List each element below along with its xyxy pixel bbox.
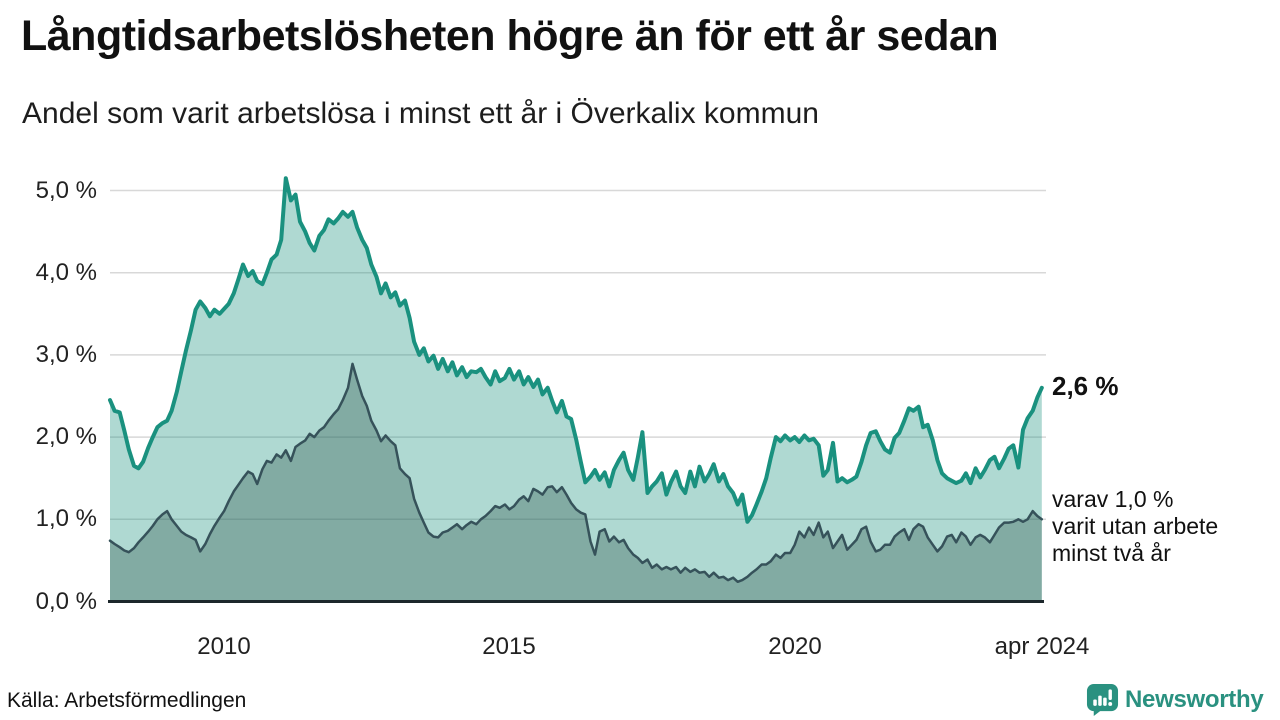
y-axis-tick-label: 1,0 % <box>35 505 97 532</box>
secondary-value-line: varav 1,0 % <box>1052 486 1174 512</box>
page-subtitle: Andel som varit arbetslösa i minst ett å… <box>22 97 819 130</box>
y-axis-tick-label: 0,0 % <box>35 588 97 615</box>
y-axis-tick-label: 3,0 % <box>35 341 97 368</box>
source-credit: Källa: Arbetsförmedlingen <box>7 689 247 712</box>
newsworthy-logo: Newsworthy <box>1086 683 1264 717</box>
secondary-value-label: varav 1,0 % varit utan arbete minst två … <box>1052 486 1218 567</box>
secondary-value-line: minst två år <box>1052 540 1171 566</box>
x-axis-tick-label: 2015 <box>482 633 536 660</box>
minst-tva-ar-area <box>110 363 1042 602</box>
latest-value-label: 2,6 % <box>1052 371 1119 401</box>
minst-ett-ar-area <box>110 178 1042 602</box>
brand-wordmark: Newsworthy <box>1125 686 1264 713</box>
y-axis-tick-label: 5,0 % <box>35 177 97 204</box>
y-axis-tick-label: 2,0 % <box>35 423 97 450</box>
x-axis-tick-label: apr 2024 <box>994 633 1090 660</box>
secondary-value-line: varit utan arbete <box>1052 513 1219 539</box>
minst-tva-ar-line <box>108 362 1044 584</box>
page-title: Långtidsarbetslösheten högre än för ett … <box>21 12 999 60</box>
bar-chart-speech-bubble-icon <box>1086 683 1119 717</box>
x-axis-tick-label: 2010 <box>197 633 251 660</box>
y-axis-tick-label: 4,0 % <box>35 259 97 286</box>
x-axis-tick-label: 2020 <box>768 633 822 660</box>
minst-ett-ar-line <box>108 176 1044 524</box>
